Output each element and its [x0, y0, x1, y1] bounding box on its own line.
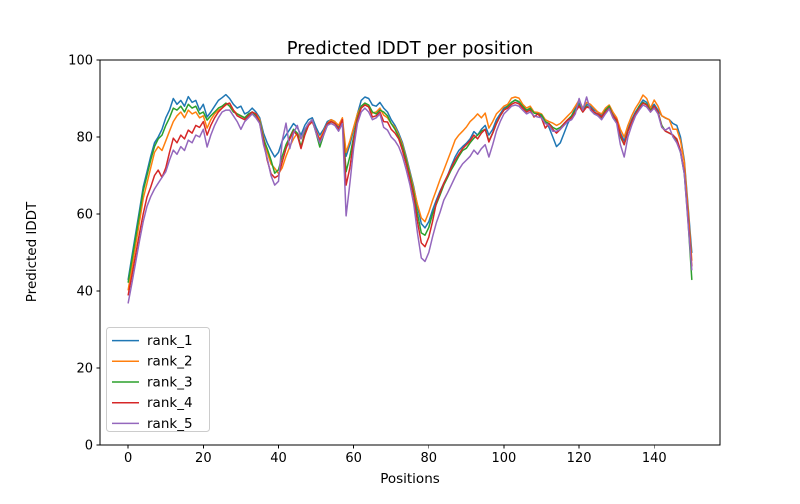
- legend-label: rank_4: [147, 395, 193, 411]
- legend-label: rank_3: [147, 374, 193, 390]
- plot-area-spines: [99, 59, 721, 446]
- y-tick-label: 100: [68, 54, 93, 69]
- x-tick-label: 100: [492, 451, 517, 466]
- series-line-rank_2: [127, 94, 693, 291]
- legend-label: rank_2: [147, 354, 193, 370]
- series-lines: [127, 93, 693, 304]
- y-tick-label: 40: [76, 285, 93, 300]
- y-tick-label: 80: [76, 131, 93, 146]
- x-tick-label: 0: [124, 451, 132, 466]
- legend-entry: rank_4: [112, 395, 193, 411]
- series-line-rank_5: [127, 96, 693, 304]
- x-tick-label: 120: [567, 451, 592, 466]
- legend-entry: rank_2: [112, 354, 193, 370]
- series-line-rank_4: [127, 101, 693, 296]
- legend-label: rank_1: [147, 333, 193, 349]
- legend-frame: [106, 327, 210, 432]
- y-tick-label: 20: [76, 362, 93, 377]
- y-axis-label: Predicted lDDT: [24, 201, 40, 302]
- x-tick-label: 20: [195, 451, 212, 466]
- legend-entry: rank_5: [112, 416, 193, 432]
- y-tick-label: 0: [85, 439, 93, 454]
- axis-ticks: 0 20 40 60 80 100 120 140 0 20 40 60 80 100: [68, 54, 666, 467]
- x-axis-label: Positions: [380, 471, 440, 487]
- x-tick-label: 40: [270, 451, 287, 466]
- y-tick-label: 60: [76, 208, 93, 223]
- x-tick-label: 80: [421, 451, 438, 466]
- legend-label: rank_5: [147, 416, 193, 432]
- x-tick-label: 60: [345, 451, 362, 466]
- chart-title: Predicted lDDT per position: [287, 38, 534, 59]
- series-line-rank_3: [127, 99, 693, 283]
- legend-entry: rank_3: [112, 374, 193, 390]
- legend: rank_1 rank_2 rank_3 rank_4 rank_5: [106, 327, 210, 432]
- x-tick-label: 140: [642, 451, 667, 466]
- legend-entry: rank_1: [112, 333, 193, 349]
